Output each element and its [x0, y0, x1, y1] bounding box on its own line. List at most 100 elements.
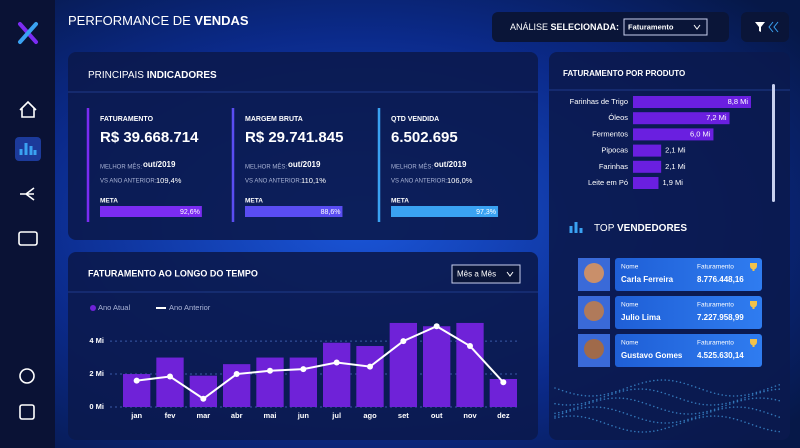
home-icon[interactable] — [19, 100, 37, 118]
decoration — [554, 379, 780, 433]
dot — [580, 402, 583, 405]
dot — [706, 415, 708, 418]
dot — [622, 388, 625, 390]
dot — [687, 418, 689, 421]
dot — [683, 419, 685, 422]
best-month: out/2019 — [288, 160, 321, 169]
dot — [702, 411, 704, 414]
seller-name: Julio Lima — [621, 313, 661, 322]
dot — [740, 398, 742, 400]
dot — [607, 423, 609, 426]
dot — [656, 379, 659, 381]
dot — [729, 416, 731, 419]
dot — [649, 380, 651, 382]
period-value: Mês a Mês — [457, 270, 496, 279]
dot — [596, 398, 598, 401]
dot — [554, 417, 556, 419]
dot — [698, 414, 701, 417]
dot — [729, 395, 731, 397]
dot — [618, 391, 621, 393]
vs-value: 106,0% — [447, 176, 473, 185]
dot — [615, 390, 617, 393]
period-select[interactable] — [451, 264, 521, 284]
x-tick-label: out — [431, 411, 443, 420]
dot — [717, 403, 720, 406]
dot — [641, 382, 644, 384]
dot — [603, 393, 606, 396]
chart-panel — [68, 252, 538, 440]
dot — [622, 411, 625, 414]
dot — [653, 389, 655, 392]
kpi-title-bold: INDICADORES — [147, 70, 217, 81]
vs-label: VS ANO ANTERIOR: — [100, 179, 157, 185]
legend-label: Ano Atual — [98, 303, 130, 312]
dot — [641, 431, 644, 433]
dot — [653, 430, 655, 432]
dot — [672, 380, 674, 382]
dot — [596, 400, 598, 402]
line-point — [233, 371, 240, 378]
dot — [637, 383, 640, 385]
seller-name: Carla Ferreira — [621, 275, 674, 284]
dot — [618, 397, 621, 399]
dot — [748, 393, 750, 396]
x-tick-label: nov — [463, 411, 477, 420]
dot — [558, 411, 560, 414]
select-arrow — [506, 271, 514, 277]
seller-revenue: 7.227.958,99 — [697, 313, 744, 322]
dot — [558, 403, 560, 406]
dot — [687, 420, 689, 422]
category-label: Farinhas de Trigo — [570, 97, 628, 106]
dot — [588, 395, 590, 397]
dot — [683, 382, 685, 385]
active-nav — [15, 137, 41, 161]
dot — [573, 403, 575, 406]
select-arrow — [693, 24, 701, 30]
dot — [668, 393, 670, 396]
trophy-icon — [750, 263, 757, 271]
value-label: 7,2 Mi — [706, 113, 727, 122]
dot — [774, 430, 777, 432]
filter-select[interactable] — [623, 18, 708, 36]
globe-icon[interactable] — [19, 368, 35, 384]
category-label: Leite em Pó — [588, 178, 628, 187]
dot — [694, 402, 697, 404]
best-month-label: MELHOR MÊS: — [100, 163, 142, 171]
dot — [599, 399, 602, 401]
dot — [622, 397, 625, 400]
dot — [710, 409, 712, 412]
tree-icon[interactable] — [20, 187, 35, 201]
sellers-icon — [569, 222, 583, 233]
dot — [603, 395, 606, 398]
dot — [592, 399, 594, 402]
dot — [702, 413, 704, 416]
dot — [691, 413, 693, 415]
dot — [637, 400, 640, 403]
dot — [618, 427, 621, 429]
chart-icon[interactable] — [19, 143, 37, 155]
dot — [577, 406, 579, 408]
category-label: Óleos — [608, 113, 628, 122]
dot — [702, 403, 704, 406]
dot — [755, 397, 758, 399]
dot — [630, 388, 632, 391]
seller-card — [615, 258, 762, 291]
dot — [569, 404, 571, 406]
y-tick-label: 4 Mi — [89, 336, 104, 345]
linkedin-icon[interactable] — [19, 404, 35, 420]
dot — [691, 418, 693, 421]
dot — [736, 406, 739, 408]
dot — [653, 405, 655, 408]
card-icon[interactable] — [18, 231, 38, 246]
dot — [729, 401, 731, 404]
value-label: 1,9 Mi — [662, 178, 683, 187]
filter-button[interactable] — [741, 12, 789, 42]
dot — [580, 404, 583, 407]
bar — [633, 177, 659, 189]
dot — [603, 422, 606, 424]
dot — [558, 388, 560, 391]
line-point — [333, 359, 340, 366]
y-tick-label: 2 Mi — [89, 369, 104, 378]
scrollbar[interactable] — [772, 84, 775, 202]
dot — [645, 402, 647, 405]
